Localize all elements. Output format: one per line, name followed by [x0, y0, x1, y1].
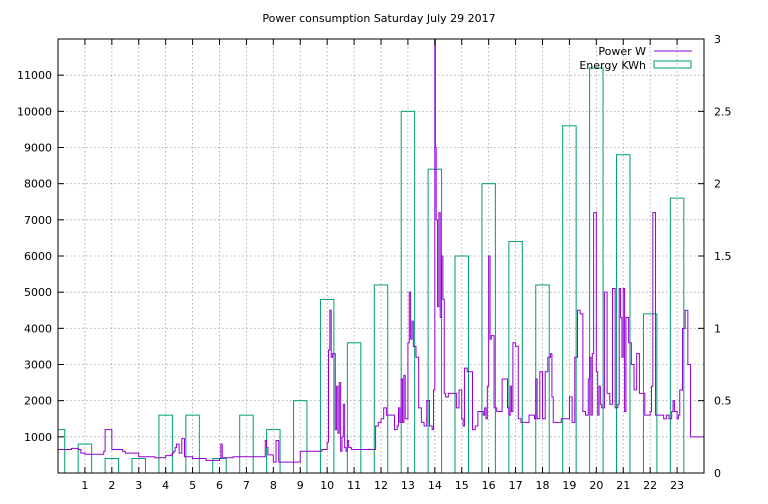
- x-tick-label: 17: [509, 479, 523, 492]
- y-tick-label: 2000: [24, 395, 52, 408]
- energy-bar: [57, 429, 66, 474]
- x-axis-ticks: 1 2 3 4 5 6 7 8 9 10 11 12 13 14 15 16 17 18 19 20 21 22 23: [81, 39, 684, 492]
- legend-swatch-energy: [653, 60, 692, 69]
- x-tick-label: 4: [162, 479, 169, 492]
- x-tick-label: 3: [135, 479, 142, 492]
- x-tick-label: 2: [108, 479, 115, 492]
- y-axis-ticks: 1000 2000 3000 4000 5000 6000 7000 8000 9000 1000…: [17, 69, 64, 444]
- x-tick-label: 1: [81, 479, 88, 492]
- x-tick-label: 16: [482, 479, 496, 492]
- y-tick-label: 8000: [24, 178, 52, 191]
- legend-label-energy: Energy KWh: [579, 59, 646, 72]
- x-tick-label: 7: [243, 479, 250, 492]
- x-tick-label: 13: [401, 479, 415, 492]
- y2-axis-ticks: 0 0.5 1 1.5 2 2.5 3: [698, 33, 732, 480]
- x-tick-label: 5: [189, 479, 196, 492]
- x-tick-label: 19: [562, 479, 576, 492]
- y-tick-label: 3000: [24, 359, 52, 372]
- power-series-line: [58, 38, 705, 463]
- y-tick-label: 1000: [24, 431, 52, 444]
- x-tick-label: 22: [643, 479, 657, 492]
- y-tick-label: 5000: [24, 286, 52, 299]
- x-tick-label: 12: [374, 479, 388, 492]
- y-tick-label: 10000: [17, 105, 52, 118]
- y-tick-label: 11000: [17, 69, 52, 82]
- y-tick-label: 6000: [24, 250, 52, 263]
- y2-tick-label: 2: [714, 178, 721, 191]
- y2-tick-label: 0: [714, 467, 721, 480]
- energy-bar: [642, 313, 658, 474]
- x-tick-label: 8: [270, 479, 277, 492]
- legend: Power W Energy KWh: [579, 45, 692, 72]
- y-tick-label: 7000: [24, 214, 52, 227]
- x-tick-label: 6: [216, 479, 223, 492]
- x-tick-label: 20: [589, 479, 603, 492]
- x-tick-label: 9: [297, 479, 304, 492]
- y-tick-label: 4000: [24, 322, 52, 335]
- energy-bars: [57, 67, 685, 474]
- x-tick-label: 14: [428, 479, 442, 492]
- y2-tick-label: 0.5: [714, 395, 732, 408]
- grid: [58, 39, 704, 473]
- legend-label-power: Power W: [598, 45, 646, 58]
- y2-tick-label: 2.5: [714, 105, 732, 118]
- x-tick-label: 21: [616, 479, 630, 492]
- x-tick-label: 11: [347, 479, 361, 492]
- x-tick-label: 23: [670, 479, 684, 492]
- y-tick-label: 9000: [24, 142, 52, 155]
- x-tick-label: 15: [455, 479, 469, 492]
- energy-bar: [373, 284, 389, 474]
- x-tick-label: 10: [320, 479, 334, 492]
- y2-tick-label: 1.5: [714, 250, 732, 263]
- x-tick-label: 18: [536, 479, 550, 492]
- y2-tick-label: 3: [714, 33, 721, 46]
- power-line: [58, 38, 705, 463]
- chart-title: Power consumption Saturday July 29 2017: [262, 12, 495, 25]
- y2-tick-label: 1: [714, 322, 721, 335]
